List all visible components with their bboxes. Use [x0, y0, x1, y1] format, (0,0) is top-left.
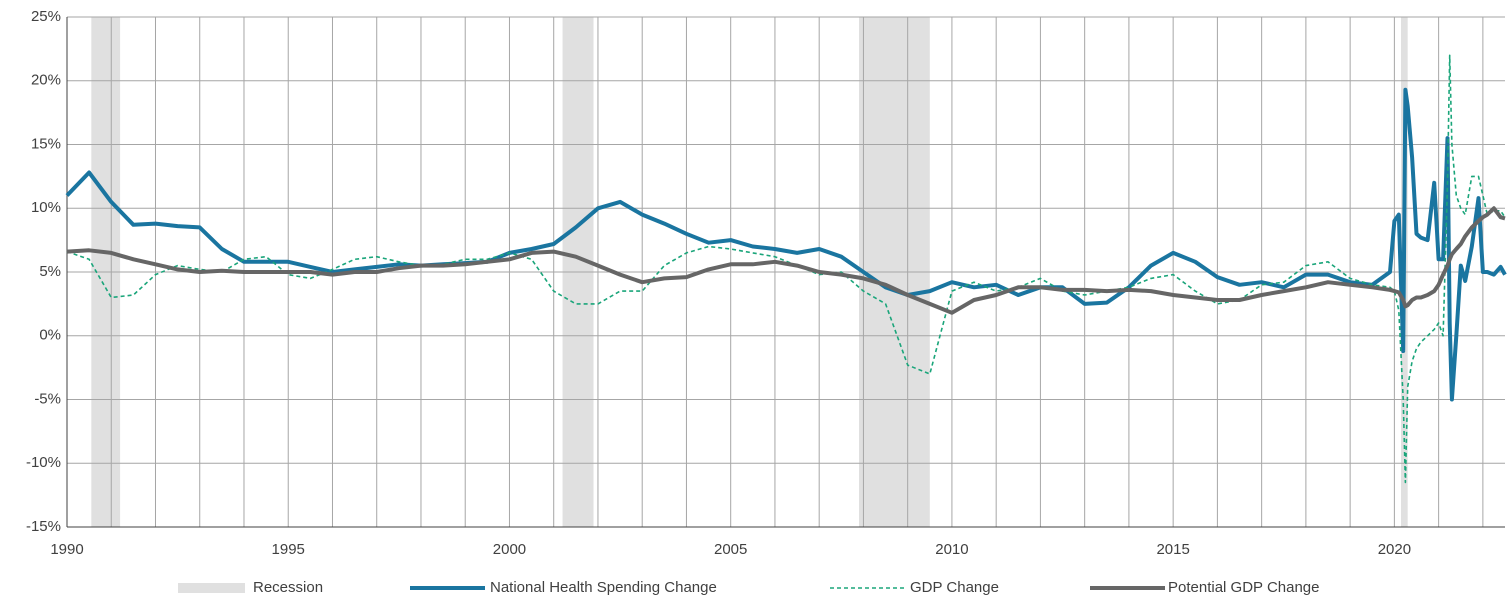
legend-swatch	[178, 583, 245, 593]
legend-label: Recession	[253, 579, 323, 596]
x-tick-label: 2005	[714, 541, 747, 558]
y-tick-label: -5%	[34, 390, 61, 407]
legend-label: GDP Change	[910, 579, 999, 596]
x-tick-label: 2015	[1156, 541, 1189, 558]
y-tick-label: 20%	[31, 72, 61, 89]
y-tick-label: 0%	[39, 327, 61, 344]
y-tick-label: 10%	[31, 199, 61, 216]
x-tick-label: 1990	[50, 541, 83, 558]
series-line	[65, 87, 1507, 402]
series-line	[66, 54, 1506, 484]
y-tick-label: 5%	[39, 263, 61, 280]
y-tick-label: 15%	[31, 135, 61, 152]
y-tick-label: -10%	[26, 454, 61, 471]
series-line	[66, 206, 1506, 315]
legend-label: Potential GDP Change	[1168, 579, 1320, 596]
x-tick-label: 2010	[935, 541, 968, 558]
x-tick-label: 2000	[493, 541, 526, 558]
x-tick-label: 2020	[1378, 541, 1411, 558]
legend-label: National Health Spending Change	[490, 579, 717, 596]
y-tick-label: -15%	[26, 518, 61, 535]
x-tick-label: 1995	[272, 541, 305, 558]
y-tick-label: 25%	[31, 8, 61, 25]
